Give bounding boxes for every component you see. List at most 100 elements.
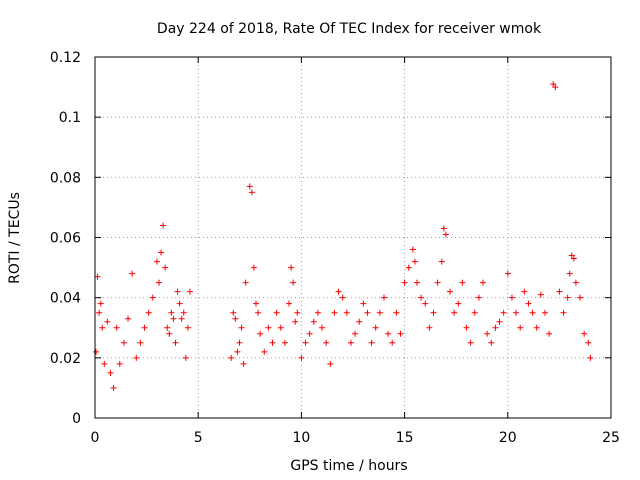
data-point bbox=[153, 258, 160, 265]
data-point bbox=[459, 279, 466, 286]
data-point bbox=[238, 324, 245, 331]
data-point bbox=[570, 255, 577, 262]
data-point bbox=[186, 288, 193, 295]
data-point bbox=[164, 324, 171, 331]
data-point bbox=[137, 339, 144, 346]
data-point bbox=[525, 300, 532, 307]
data-point bbox=[385, 330, 392, 337]
data-point bbox=[323, 339, 330, 346]
data-point bbox=[277, 324, 284, 331]
data-point bbox=[496, 318, 503, 325]
data-point bbox=[306, 330, 313, 337]
data-point bbox=[230, 309, 237, 316]
data-point bbox=[93, 348, 100, 355]
data-point bbox=[242, 279, 249, 286]
data-point bbox=[176, 300, 183, 307]
data-point bbox=[475, 294, 482, 301]
data-point bbox=[145, 309, 152, 316]
data-point bbox=[170, 315, 177, 322]
data-point bbox=[480, 279, 487, 286]
data-point bbox=[438, 258, 445, 265]
data-point bbox=[560, 309, 567, 316]
data-point bbox=[451, 309, 458, 316]
x-tick-label: 0 bbox=[91, 430, 100, 446]
data-point bbox=[529, 309, 536, 316]
data-point bbox=[298, 354, 305, 361]
data-point bbox=[252, 300, 259, 307]
data-point bbox=[281, 339, 288, 346]
data-point bbox=[568, 252, 575, 259]
data-point bbox=[455, 300, 462, 307]
data-point bbox=[162, 264, 169, 271]
data-point bbox=[343, 309, 350, 316]
data-point bbox=[577, 294, 584, 301]
data-point bbox=[401, 279, 408, 286]
data-point bbox=[172, 339, 179, 346]
data-point bbox=[269, 339, 276, 346]
data-point bbox=[422, 300, 429, 307]
chart-title: Day 224 of 2018, Rate Of TEC Index for r… bbox=[157, 21, 542, 37]
data-point bbox=[533, 324, 540, 331]
data-point bbox=[96, 309, 103, 316]
data-point bbox=[331, 309, 338, 316]
data-point bbox=[240, 360, 247, 367]
data-point bbox=[397, 330, 404, 337]
data-point bbox=[372, 324, 379, 331]
data-point bbox=[246, 183, 253, 190]
data-point bbox=[101, 360, 108, 367]
grid bbox=[95, 57, 611, 418]
data-point bbox=[492, 324, 499, 331]
data-point bbox=[389, 339, 396, 346]
data-point bbox=[273, 309, 280, 316]
data-point bbox=[418, 294, 425, 301]
data-point bbox=[120, 339, 127, 346]
data-point bbox=[413, 279, 420, 286]
data-point bbox=[166, 330, 173, 337]
data-point bbox=[347, 339, 354, 346]
data-point bbox=[236, 339, 243, 346]
data-point bbox=[471, 309, 478, 316]
data-point bbox=[440, 225, 447, 232]
data-point bbox=[581, 330, 588, 337]
data-point bbox=[158, 249, 165, 256]
y-tick-label: 0.08 bbox=[50, 170, 81, 186]
data-point bbox=[550, 81, 557, 88]
data-point bbox=[409, 246, 416, 253]
data-point bbox=[393, 309, 400, 316]
y-tick-label: 0.04 bbox=[50, 291, 81, 307]
data-point bbox=[411, 258, 418, 265]
data-point bbox=[364, 309, 371, 316]
x-tick-label: 25 bbox=[602, 430, 620, 446]
y-tick-label: 0.1 bbox=[59, 110, 81, 126]
data-point bbox=[537, 291, 544, 298]
data-point bbox=[234, 348, 241, 355]
data-point bbox=[447, 288, 454, 295]
data-point bbox=[141, 324, 148, 331]
data-point bbox=[257, 330, 264, 337]
data-point bbox=[339, 294, 346, 301]
data-point bbox=[376, 309, 383, 316]
data-point bbox=[286, 300, 293, 307]
data-point bbox=[288, 264, 295, 271]
data-point bbox=[517, 324, 524, 331]
data-point bbox=[566, 270, 573, 277]
data-point bbox=[155, 279, 162, 286]
data-point bbox=[184, 324, 191, 331]
data-point bbox=[356, 318, 363, 325]
data-point bbox=[380, 294, 387, 301]
data-point bbox=[178, 315, 185, 322]
axis-ticks: 0 5 10 15 20 25 0 0.02 0.04 0.06 0.08 0.1 0.12 bbox=[50, 50, 620, 446]
data-point bbox=[405, 264, 412, 271]
data-point bbox=[292, 318, 299, 325]
data-point bbox=[314, 309, 321, 316]
data-point bbox=[180, 309, 187, 316]
data-point bbox=[261, 348, 268, 355]
data-point bbox=[488, 339, 495, 346]
x-tick-label: 5 bbox=[194, 430, 203, 446]
data-point bbox=[110, 384, 117, 391]
data-point bbox=[564, 294, 571, 301]
data-point bbox=[99, 324, 106, 331]
data-point bbox=[104, 318, 111, 325]
data-point bbox=[504, 270, 511, 277]
data-point bbox=[174, 288, 181, 295]
